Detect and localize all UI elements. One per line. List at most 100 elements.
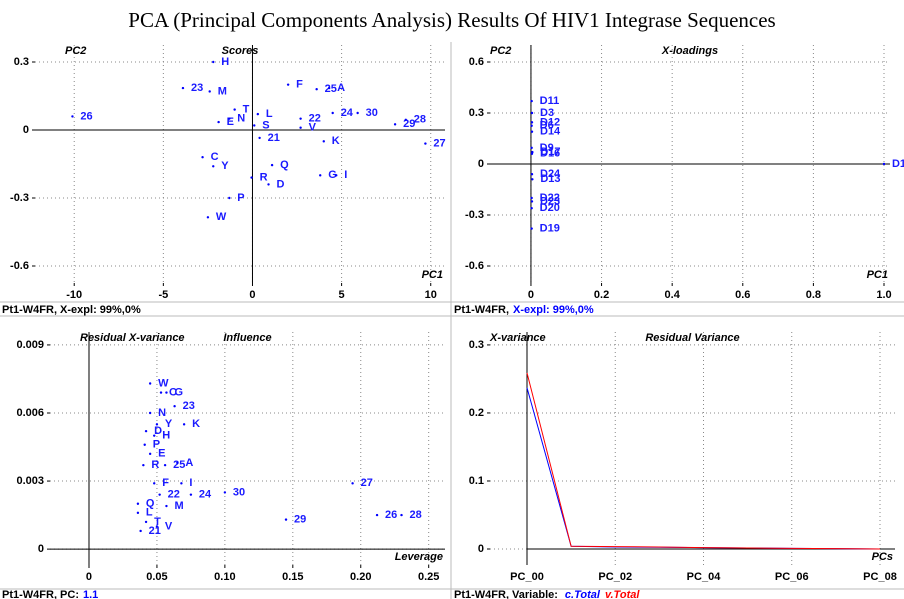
point [299, 126, 302, 129]
point [136, 511, 140, 515]
x-axis-label: Leverage [395, 551, 443, 563]
point [286, 83, 290, 86]
x-axis-label: PC1 [867, 269, 888, 281]
point [530, 130, 534, 133]
point [228, 196, 231, 200]
point-label: K [192, 418, 200, 430]
x-tick-label: PC_00 [510, 571, 544, 583]
point [143, 443, 146, 446]
point [189, 493, 193, 496]
y-tick-label: 0 [478, 543, 484, 555]
series-line [526, 372, 881, 550]
point [322, 140, 325, 143]
point [153, 434, 156, 437]
point-label: G [328, 169, 337, 181]
point [404, 118, 407, 122]
point [258, 136, 261, 140]
point-label: D24 [540, 168, 561, 180]
point [201, 156, 204, 159]
point [142, 463, 145, 467]
point [530, 207, 533, 210]
point [180, 482, 183, 485]
point [165, 504, 168, 508]
point-label: D1 [892, 158, 904, 170]
footer: Pt1-W4FR, PC: 1.1 [2, 589, 98, 599]
x-tick-label: 0.25 [418, 571, 439, 583]
point [319, 174, 322, 177]
point [155, 423, 159, 426]
point-label: H [221, 56, 229, 68]
point-label: D22 [540, 192, 560, 204]
point-label: N [158, 407, 166, 419]
point-label: C [169, 386, 177, 398]
point-label: R [260, 172, 268, 184]
point-label: 29 [294, 514, 306, 526]
point-label: A [337, 82, 345, 94]
point [327, 86, 331, 90]
y-axis-label: Residual X-variance [80, 332, 185, 344]
point-label: V [309, 122, 317, 134]
point-label: P [237, 192, 244, 204]
footer-part: Pt1-W4FR, Variable: [454, 589, 558, 599]
point [217, 120, 220, 124]
point [71, 115, 74, 118]
point [139, 529, 142, 533]
point [158, 493, 161, 496]
y-tick-label: 0.009 [16, 339, 44, 351]
x-tick-label: 0.20 [350, 571, 371, 583]
point-label: D16 [540, 148, 560, 160]
footer-part: Pt1-W4FR, X-expl: 99%,0% [2, 304, 141, 316]
point [299, 117, 302, 120]
point-label: E [158, 448, 165, 460]
point-label: 22 [168, 489, 180, 501]
point [144, 429, 148, 433]
legend-entry: c.Total [565, 589, 601, 599]
panel-title: Influence [223, 332, 271, 344]
y-tick-label: 0.006 [16, 407, 44, 419]
point [233, 108, 236, 111]
x-tick-label: -5 [158, 289, 168, 301]
point-label: H [162, 430, 170, 442]
y-tick-label: 0 [38, 543, 44, 555]
point-label: 24 [341, 107, 354, 119]
point-label: 26 [385, 509, 397, 521]
point-label: Q [280, 159, 289, 171]
point [335, 174, 338, 177]
y-tick-label: 0.3 [469, 107, 484, 119]
panel-title: X-loadings [661, 45, 718, 57]
footer-part: X-expl: 99%,0% [513, 304, 594, 316]
x-tick-label: 0.8 [806, 289, 821, 301]
x-axis-label: PC1 [422, 269, 443, 281]
point [176, 461, 179, 465]
point [530, 124, 533, 127]
point-label: Q [146, 498, 155, 510]
x-tick-label: 0.6 [735, 289, 750, 301]
x-tick-label: 0.15 [282, 571, 303, 583]
point [424, 142, 427, 145]
y-axis-label: PC2 [490, 45, 511, 57]
x-tick-label: 5 [339, 289, 345, 301]
x-tick-label: PC_02 [598, 571, 632, 583]
point-label: L [266, 108, 273, 120]
point [148, 382, 152, 385]
point [530, 200, 534, 203]
point-label: 28 [410, 509, 422, 521]
point [530, 196, 533, 200]
point [256, 112, 260, 116]
footer: Pt1-W4FR, X-expl: 99%,0% [454, 304, 594, 316]
point [267, 183, 270, 186]
point-label: F [296, 79, 303, 91]
point [148, 452, 152, 456]
point-label: F [162, 477, 169, 489]
point-label: 21 [268, 132, 280, 144]
x-tick-label: 10 [425, 289, 437, 301]
point-label: R [151, 459, 159, 471]
point-label: 21 [149, 525, 161, 537]
y-tick-label: -0.3 [465, 209, 484, 221]
y-tick-label: 0.1 [469, 475, 484, 487]
point [250, 176, 253, 179]
point-label: G [174, 386, 183, 398]
x-tick-label: PC_08 [863, 571, 897, 583]
footer-part: 1.1 [83, 589, 98, 599]
